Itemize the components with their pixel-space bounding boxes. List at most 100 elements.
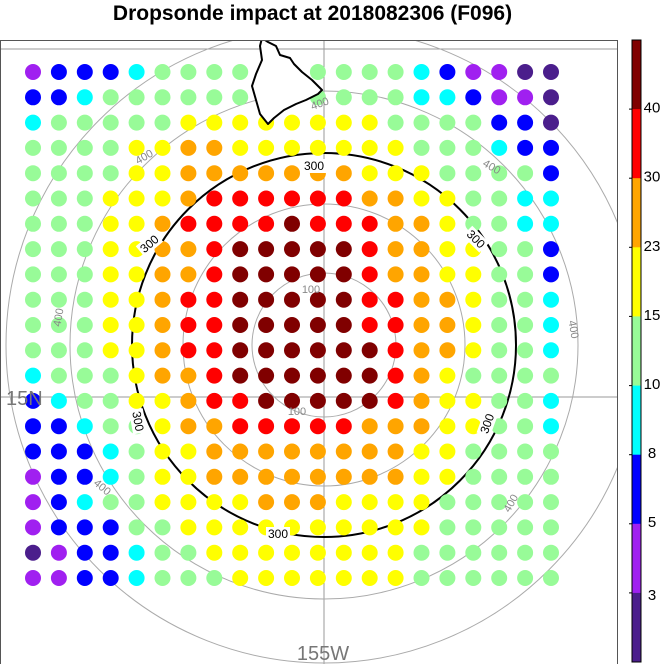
impact-dot [309,418,326,435]
impact-dot [206,367,223,384]
impact-dot [284,418,300,435]
impact-dot [76,215,93,232]
impact-dot [232,215,249,232]
impact-dot [232,317,249,333]
impact-dot [76,241,93,258]
impact-dot [50,570,67,586]
impact-dot [180,443,197,460]
impact-dot [206,468,223,485]
impact-dot [517,392,534,409]
impact-dot [154,468,171,485]
impact-dot [361,519,378,536]
impact-dot [335,570,352,586]
impact-dot [284,468,300,485]
impact-dot [232,544,249,561]
impact-dot [154,291,171,308]
impact-dot [491,291,508,308]
impact-dot [25,64,41,80]
impact-dot [50,114,67,131]
impact-dot [258,317,275,333]
impact-dot [180,544,197,561]
impact-dot [517,266,534,283]
colorbar-tick-label: 30 [644,169,661,186]
impact-dot [439,418,456,435]
impact-dot [25,241,41,258]
impact-dot [258,443,275,460]
impact-dot [232,64,249,80]
impact-dot [543,241,559,258]
impact-dot [335,342,352,359]
impact-dot [361,392,378,409]
impact-dot [25,291,41,308]
impact-dot [387,468,404,485]
ring-label-black: 300 [477,412,497,436]
impact-dot [25,443,41,460]
impact-dot [335,519,352,536]
impact-dot [232,342,249,359]
impact-dot [284,139,300,156]
impact-dot [25,317,41,333]
impact-dot [491,367,508,384]
impact-dot [50,317,67,333]
ring-label-background [128,408,147,435]
impact-dot [309,190,326,207]
impact-dot [102,494,119,511]
impact-dot [387,266,404,283]
impact-dot [439,266,456,283]
impact-dot [76,392,93,409]
impact-dot [50,266,67,283]
impact-dot [128,139,145,156]
impact-dot [206,139,223,156]
impact-dot [50,64,67,80]
impact-dot [491,392,508,409]
colorbar-segment [632,592,641,663]
impact-dot [387,114,404,131]
impact-dot [50,241,67,258]
impact-dot [154,570,171,586]
impact-dot [465,544,482,561]
impact-dot [465,64,482,80]
colorbar-segment [632,109,641,179]
impact-dot [206,519,223,536]
impact-dot [76,367,93,384]
impact-dot [465,392,482,409]
impact-dot [258,190,275,207]
impact-dot [50,519,67,536]
impact-dot [361,241,378,258]
impact-dot [102,392,119,409]
impact-dot [335,443,352,460]
impact-dot [465,494,482,511]
impact-dot [154,418,171,435]
colorbar-segment [632,178,641,248]
impact-dot [154,544,171,561]
impact-dot [491,443,508,460]
impact-dot [465,443,482,460]
impact-dot [206,317,223,333]
impact-dot [128,367,145,384]
impact-dot [50,468,67,485]
impact-dot [258,291,275,308]
impact-dot [258,342,275,359]
impact-dot [413,291,430,308]
impact-dot [25,519,41,536]
impact-dot [335,266,352,283]
impact-dot [76,190,93,207]
impact-dot [154,494,171,511]
impact-dot [154,443,171,460]
impact-dot [284,241,300,258]
distance-ring-500 [5,40,618,664]
ring-label-gray: 400 [52,307,67,327]
impact-dot [517,64,534,80]
impact-dot [361,418,378,435]
impact-dot [206,64,223,80]
impact-dot [387,190,404,207]
impact-dot [335,367,352,384]
impact-dot [413,443,430,460]
ring-label-black: 300 [268,527,288,541]
impact-dot [309,519,326,536]
impact-dot [517,317,534,333]
colorbar-segment [632,385,641,456]
impact-dot [335,494,352,511]
impact-dot [25,266,41,283]
impact-dot [465,342,482,359]
